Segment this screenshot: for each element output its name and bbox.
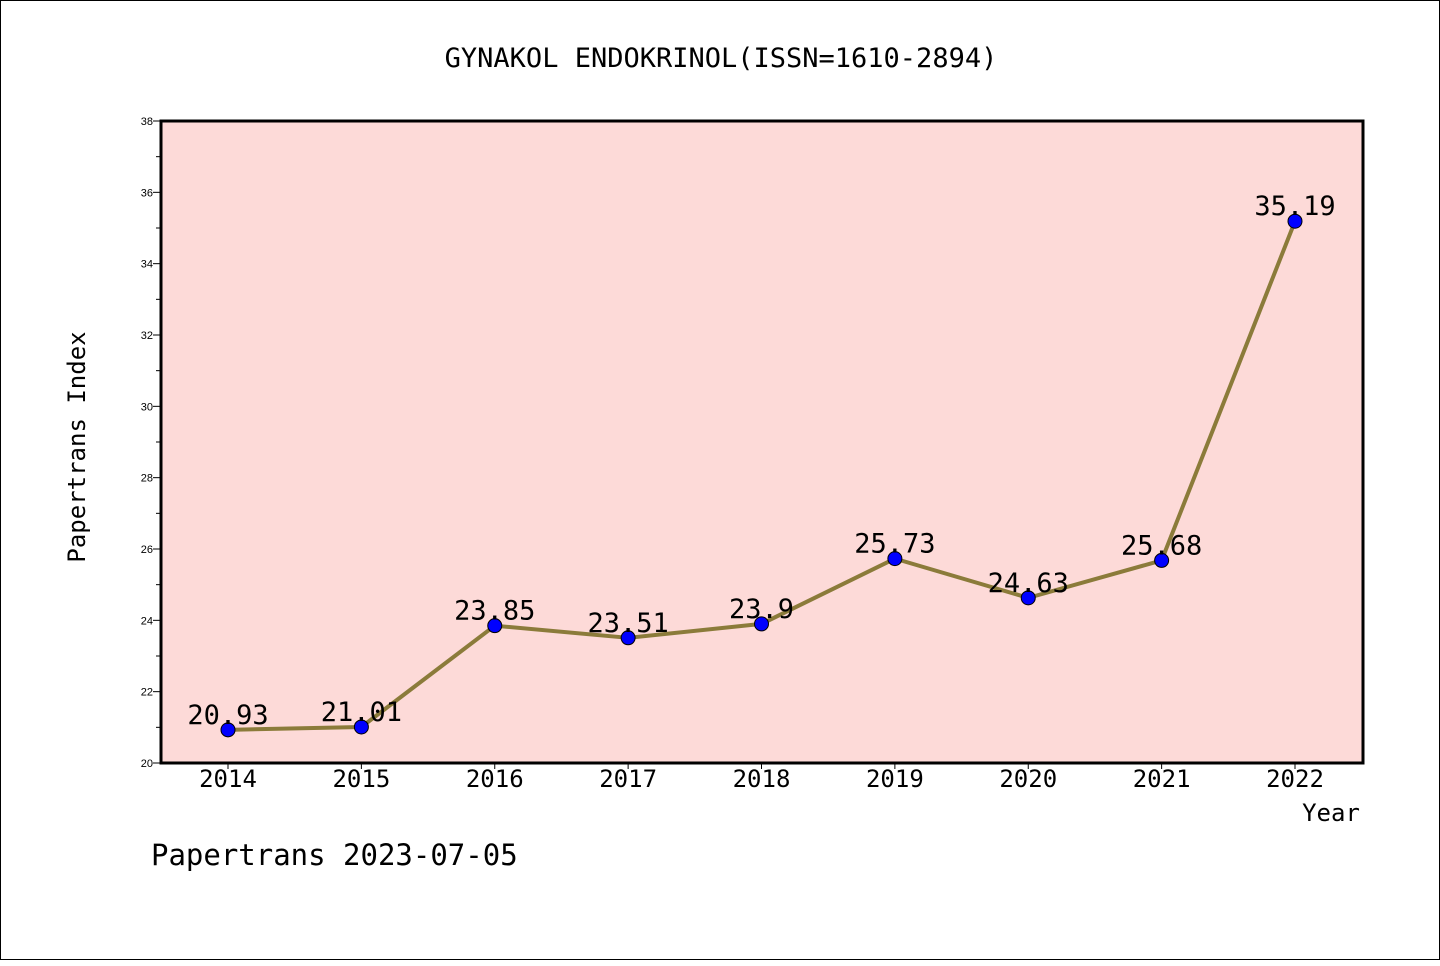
data-labels: 20.93 21.01 23.85 23.51 23.9 25.73 24.63 25.68 3… [187,191,1335,731]
y-tick-label: 38 [141,116,153,128]
series-markers [220,213,1303,738]
data-label: 23.9 [729,594,794,625]
data-label: 21.01 [321,697,402,728]
plot-border [159,119,1365,765]
footer-text: Papertrans 2023-07-05 [151,838,518,872]
chart-title: GYNAKOL ENDOKRINOL(ISSN=1610-2894) [445,43,998,74]
x-tick-label: 2019 [866,765,924,793]
y-tick-label: 32 [141,330,153,342]
y-axis: 20 22 24 26 28 30 32 34 36 38 [141,116,161,770]
y-tick-label: 30 [141,401,153,413]
data-label: 23.85 [454,596,535,627]
data-label: 35.19 [1254,191,1335,222]
y-tick-label: 24 [141,615,153,627]
y-tick-label: 26 [141,544,153,556]
data-point [620,630,636,646]
x-tick-label: 2018 [733,765,791,793]
data-label: 20.93 [187,700,268,731]
data-label: 23.51 [587,608,668,639]
y-tick-label: 36 [141,187,153,199]
data-point [1020,590,1036,606]
x-tick-label: 2020 [999,765,1057,793]
x-axis-title: Year [1302,799,1360,827]
data-point [754,616,769,632]
x-tick-label: 2016 [466,765,524,793]
x-tick-label: 2014 [199,765,257,793]
plot-area [161,121,1363,763]
x-tick-label: 2022 [1266,765,1324,793]
data-label: 25.68 [1121,530,1202,561]
x-axis: 2014 2015 2016 2017 2018 2019 2020 2021 2022 [199,763,1324,793]
x-tick-label: 2021 [1133,765,1191,793]
data-point [353,719,369,735]
y-tick-label: 22 [141,687,153,699]
y-axis-title: Papertrans Index [63,331,91,562]
x-tick-label: 2017 [599,765,657,793]
data-point [220,722,236,738]
data-point [1287,213,1303,229]
y-tick-label: 20 [141,758,153,770]
x-tick-label: 2015 [332,765,390,793]
data-label: 24.63 [988,568,1069,599]
y-tick-label: 34 [141,259,153,271]
data-point [887,551,903,567]
data-point [1154,552,1170,568]
y-tick-label: 28 [141,473,153,485]
data-label: 25.73 [854,529,935,560]
data-point [487,618,503,634]
